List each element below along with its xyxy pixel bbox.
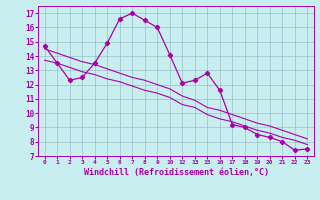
X-axis label: Windchill (Refroidissement éolien,°C): Windchill (Refroidissement éolien,°C) bbox=[84, 168, 268, 177]
